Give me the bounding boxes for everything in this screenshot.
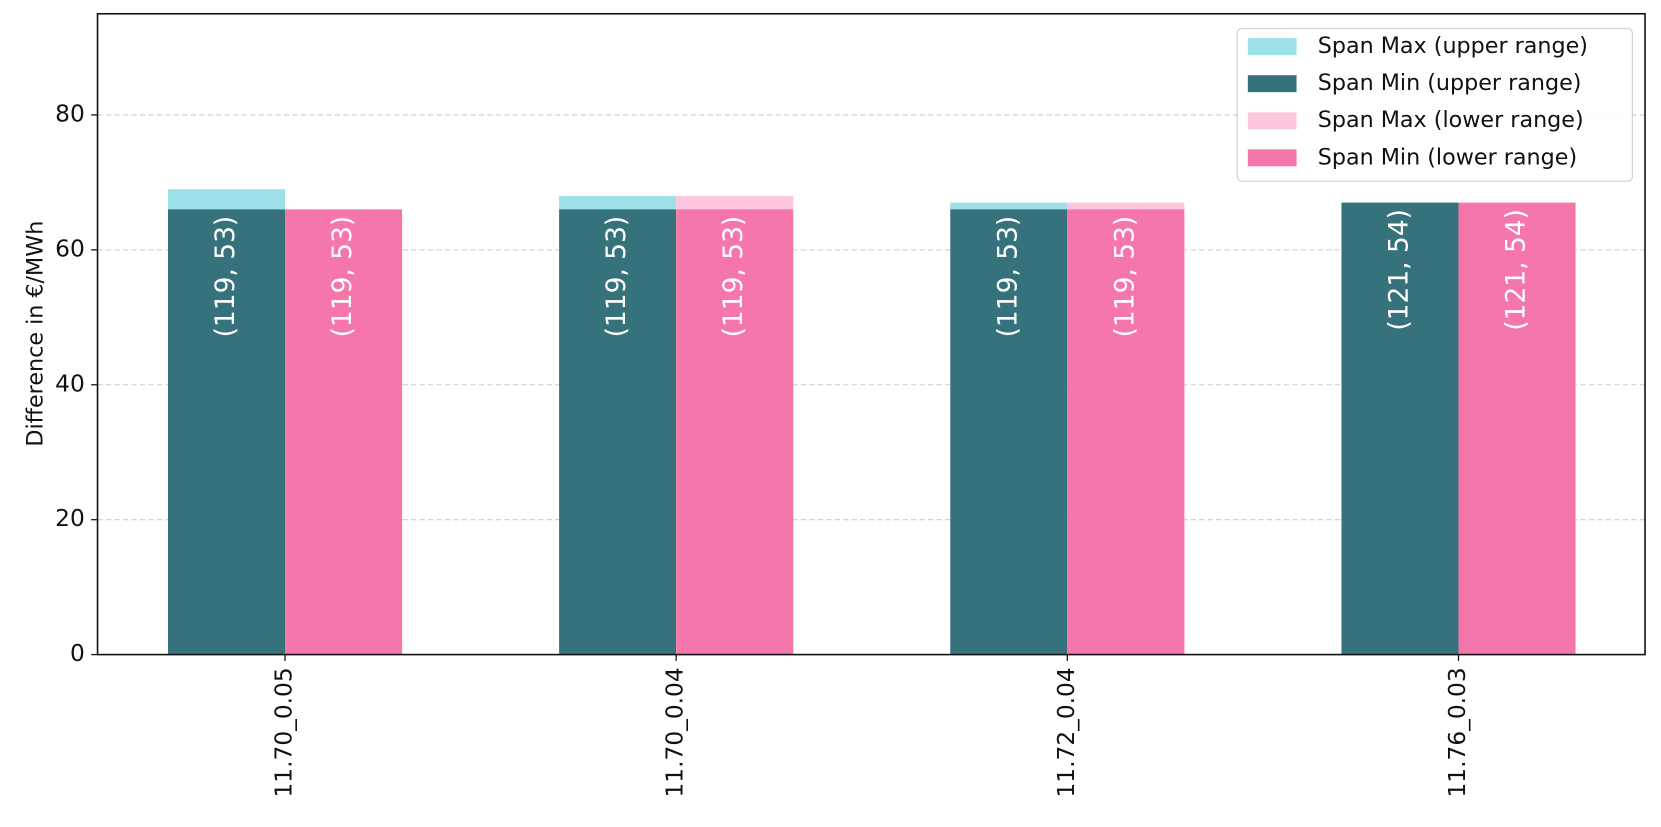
- bar: [676, 209, 794, 655]
- bar: [950, 209, 1068, 655]
- legend-swatch: [1247, 38, 1297, 56]
- bar: [559, 209, 677, 655]
- y-tick-label: 80: [55, 100, 85, 127]
- x-tick-label: 11.70_0.05: [271, 667, 298, 797]
- bar: [1341, 202, 1459, 655]
- y-tick-label: 20: [55, 505, 85, 532]
- y-tick-label: 0: [70, 640, 85, 667]
- bar-label: (121, 54): [1501, 209, 1532, 331]
- bar: [167, 209, 286, 655]
- legend-swatch: [1247, 149, 1297, 167]
- legend-label: Span Min (upper range): [1318, 70, 1582, 96]
- bar: [1458, 202, 1576, 655]
- bar-label: (119, 53): [327, 216, 358, 338]
- bar-label: (119, 53): [992, 216, 1023, 338]
- plot-frame: [96, 12, 1646, 656]
- bar-label: (119, 53): [210, 216, 241, 338]
- bar: [285, 209, 403, 655]
- legend-label: Span Max (upper range): [1318, 33, 1588, 59]
- bar-label: (119, 53): [601, 216, 632, 338]
- y-tick-label: 40: [55, 370, 85, 397]
- legend-swatch: [1247, 75, 1297, 93]
- bar: [1067, 209, 1185, 655]
- x-tick-label: 11.70_0.04: [662, 667, 689, 797]
- bar-label: (119, 53): [1109, 216, 1140, 338]
- x-tick-label: 11.76_0.03: [1444, 667, 1471, 797]
- legend: Span Max (upper range) Span Min (upper ra…: [1236, 28, 1633, 182]
- legend-swatch: [1247, 112, 1297, 130]
- legend-label: Span Max (lower range): [1318, 107, 1584, 133]
- y-tick-label: 60: [55, 235, 85, 262]
- x-tick-label: 11.72_0.04: [1053, 667, 1080, 797]
- legend-label: Span Min (lower range): [1318, 144, 1577, 170]
- bar-label: (121, 54): [1383, 209, 1414, 331]
- bar-label: (119, 53): [718, 216, 749, 338]
- y-axis-label: Difference in €/MWh: [23, 221, 49, 447]
- legend-frame: [1236, 28, 1633, 182]
